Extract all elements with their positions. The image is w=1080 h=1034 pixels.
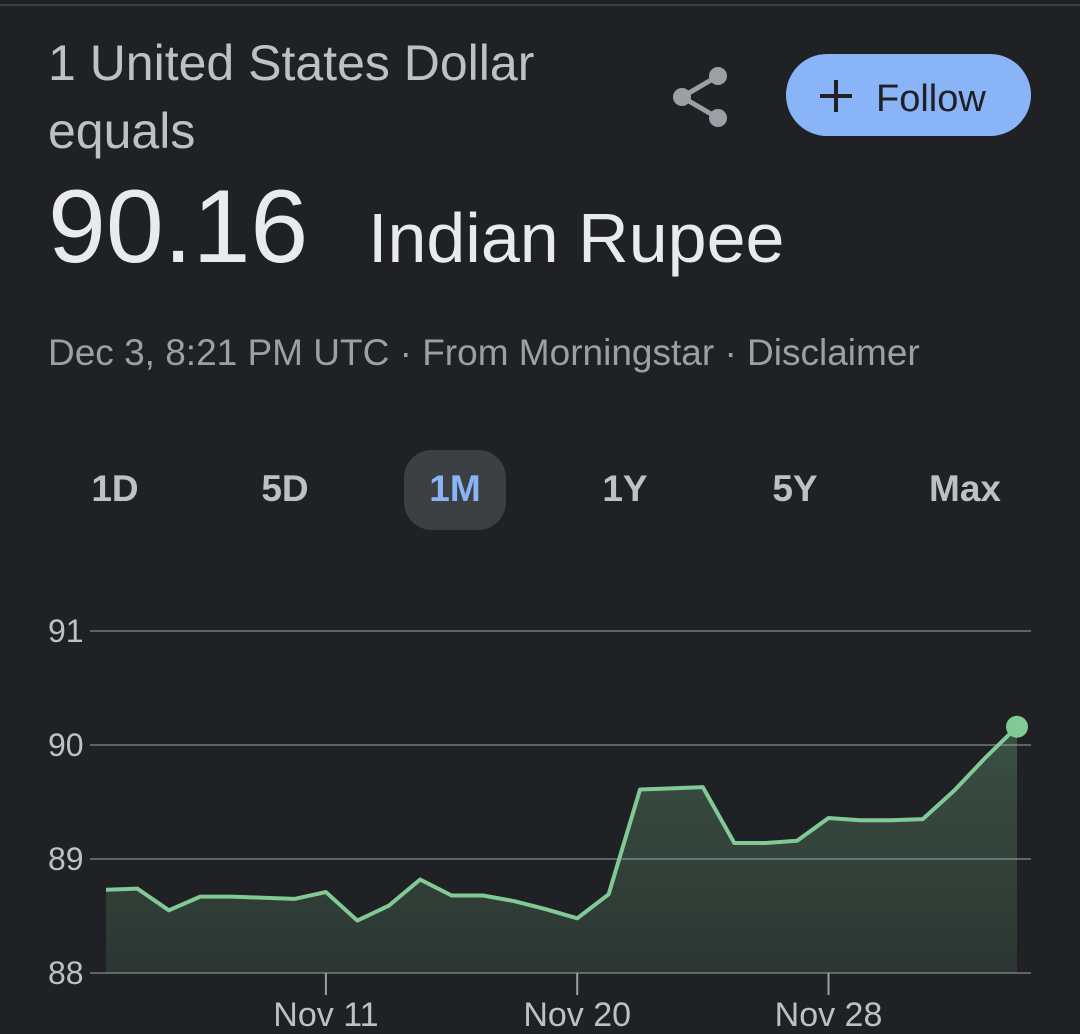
- share-line: [680, 73, 720, 100]
- y-tick-label: 90: [48, 727, 84, 763]
- range-tab[interactable]: Max: [929, 468, 1001, 509]
- tab-label: Max: [929, 468, 1001, 509]
- tab-label: 1M: [429, 468, 480, 509]
- line: [105, 725, 1019, 923]
- follow-bg: [786, 54, 1031, 136]
- rate: 90.16: [48, 169, 308, 285]
- x-tick-label: Nov 11: [273, 996, 378, 1034]
- tab-label: 1Y: [602, 468, 648, 509]
- share-line: [680, 94, 720, 121]
- currency: Indian Rupee: [368, 199, 784, 277]
- y-tick-label: 89: [48, 841, 84, 877]
- follow-button[interactable]: Follow: [786, 54, 1031, 136]
- meta: Dec 3, 8:21 PM UTC · From Morningstar · …: [48, 332, 920, 373]
- tab-label: 1D: [91, 468, 138, 509]
- area: [106, 726, 1017, 973]
- tab-label: 5D: [261, 468, 308, 509]
- range-tab[interactable]: 1D: [91, 468, 138, 509]
- chart: 88 89 90 91 Nov 11 Nov 20 Nov 28: [48, 613, 1031, 1034]
- x-tick-label: Nov 20: [523, 996, 631, 1034]
- range-tab[interactable]: 5D: [261, 468, 308, 509]
- follow-label: Follow: [876, 78, 986, 120]
- range-tab[interactable]: 5Y: [772, 468, 818, 509]
- range-tab[interactable]: 1Y: [602, 468, 648, 509]
- last-point: [1006, 715, 1028, 738]
- title: 1 United States Dollar: [48, 35, 534, 91]
- x-tick-label: Nov 28: [775, 996, 883, 1034]
- range-tab[interactable]: 1M: [404, 450, 506, 530]
- tab-label: 5Y: [772, 468, 818, 509]
- y-tick-label: 88: [48, 955, 84, 991]
- y-tick-label: 91: [48, 613, 84, 649]
- tab-highlight: [404, 450, 506, 530]
- share-button[interactable]: [673, 67, 727, 127]
- range-tabs: 1D 5D 1M 1Y 5Y Max: [91, 450, 1001, 530]
- title-line2: equals: [48, 103, 195, 159]
- plus-icon: [820, 80, 852, 112]
